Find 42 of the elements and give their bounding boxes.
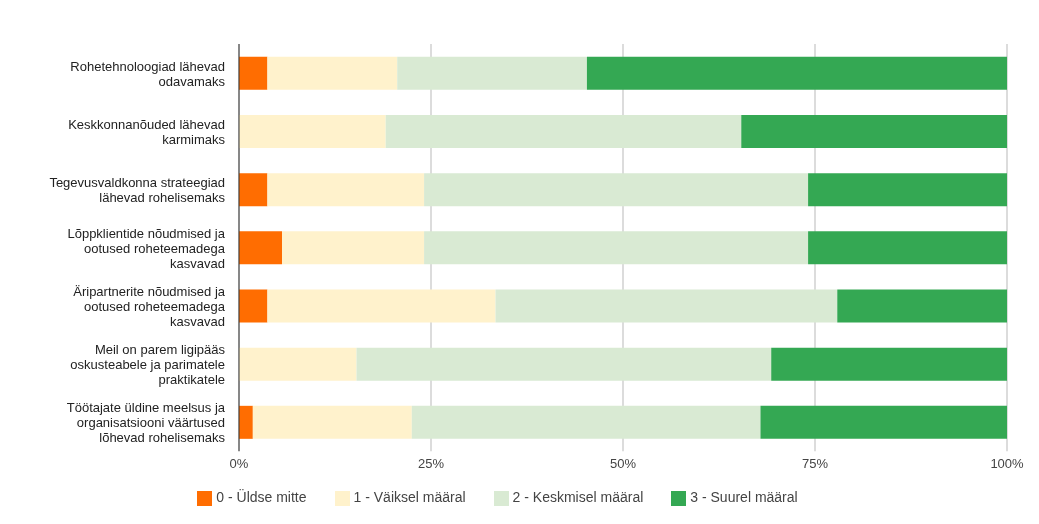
legend-label: 3 - Suurel määral xyxy=(690,489,798,506)
bar xyxy=(741,114,1007,148)
x-tick-label: 25% xyxy=(417,456,445,472)
bar xyxy=(495,289,838,323)
bar xyxy=(282,231,425,265)
y-tick-label: Rohetehnoloogiad lähevad odavamaks xyxy=(70,58,226,89)
bar xyxy=(808,231,1007,265)
bar xyxy=(239,405,253,439)
x-tick-label: 100% xyxy=(990,456,1025,472)
bar xyxy=(385,114,742,148)
bar xyxy=(267,56,398,90)
x-tick-label: 0% xyxy=(229,456,249,472)
bar xyxy=(267,289,496,323)
bar xyxy=(239,56,268,90)
bar xyxy=(424,173,809,207)
bar xyxy=(411,405,761,439)
bar xyxy=(239,231,283,265)
y-tick-label: Lõppklientide nõudmised ja ootused roheteemadega kasvavad xyxy=(67,225,226,271)
bar xyxy=(397,56,587,90)
bar xyxy=(771,347,1007,381)
y-tick-label: Töötajate üldine meelsus ja organisatsiooni väärtused lõhevad rohelisemaks xyxy=(66,399,226,445)
y-tick-label: Äripartnerite nõudmised ja ootused roheteemadega kasvavad xyxy=(73,283,226,329)
y-tick-label: Keskkonnanõuded lähevad karmimaks xyxy=(68,116,226,147)
legend-label: 1 - Väiksel määral xyxy=(353,489,466,506)
bar xyxy=(239,173,268,207)
bar xyxy=(760,405,1007,439)
bar xyxy=(356,347,772,381)
bar xyxy=(267,173,425,207)
x-tick-label: 75% xyxy=(801,456,829,472)
y-tick-label: Meil on parem ligipääs oskusteabele ja parimatele praktikatele xyxy=(70,341,226,387)
bar xyxy=(424,231,809,265)
x-tick-label: 50% xyxy=(609,456,637,472)
bar xyxy=(239,289,268,323)
bar xyxy=(239,347,357,381)
legend-label: 0 - Üldse mitte xyxy=(216,489,307,506)
bar xyxy=(586,56,1007,90)
y-tick-label: Tegevusvaldkonna strateegiad lähevad rohelisemaks xyxy=(49,174,226,205)
bar xyxy=(808,173,1007,207)
bar xyxy=(252,405,412,439)
bar xyxy=(239,114,386,148)
legend-label: 2 - Keskmisel määral xyxy=(512,489,644,506)
bar xyxy=(837,289,1007,323)
